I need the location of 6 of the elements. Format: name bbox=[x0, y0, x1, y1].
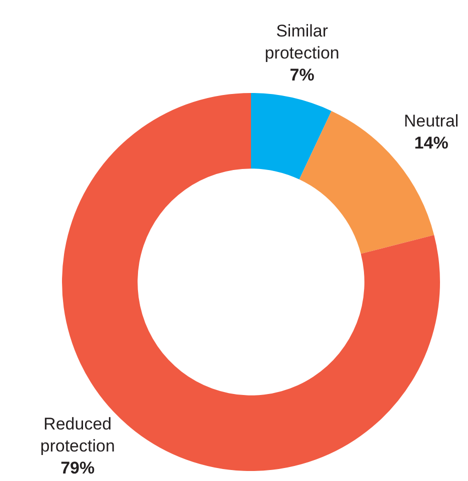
slice-label: Similar protection bbox=[264, 21, 340, 62]
data-label: 14% bbox=[414, 134, 448, 153]
slice-label: Reduced protection bbox=[40, 414, 115, 456]
data-label: 7% bbox=[290, 65, 314, 84]
slice-label: Neutral bbox=[404, 112, 459, 131]
data-label: 79% bbox=[60, 458, 95, 478]
